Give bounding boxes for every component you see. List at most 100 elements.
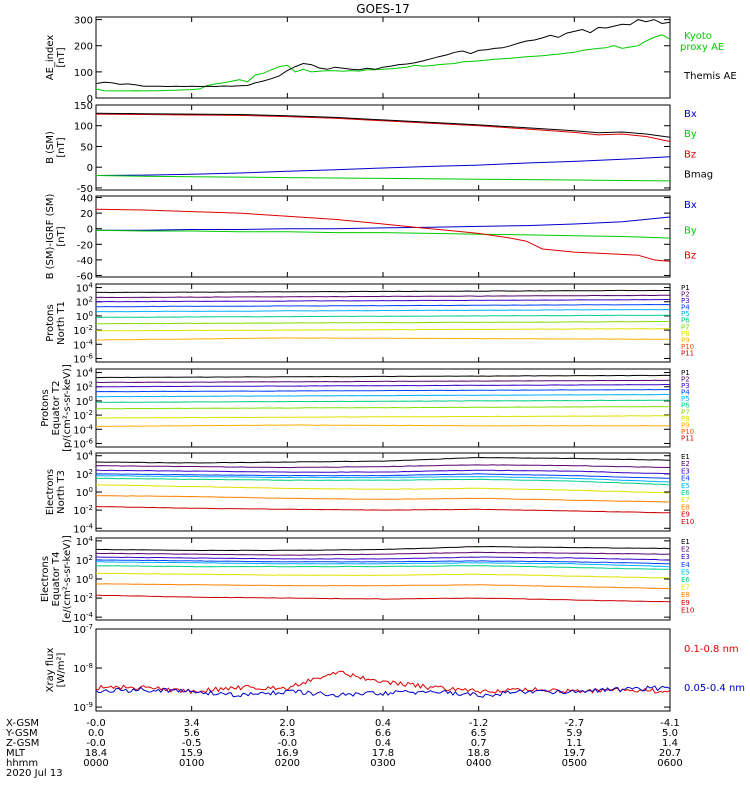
legend-entry: E8 bbox=[681, 591, 690, 599]
legend-entry: P4 bbox=[681, 389, 690, 397]
series-p3 bbox=[95, 299, 670, 303]
series-line bbox=[96, 561, 671, 568]
x-row-value: 1.4 bbox=[662, 738, 678, 749]
series-p3 bbox=[96, 384, 670, 388]
series-by bbox=[95, 229, 671, 239]
series-line bbox=[95, 572, 671, 579]
series-e3 bbox=[95, 556, 671, 561]
panel-e_equator: 10-4 10-2 100 102 104 Electrons Equator T4 [e/(… bbox=[40, 535, 694, 624]
series-line bbox=[95, 594, 671, 603]
series-by bbox=[95, 175, 671, 182]
series-line bbox=[96, 374, 671, 379]
legend-entry: P8 bbox=[681, 415, 690, 423]
y-axis-label: [nT] bbox=[56, 137, 67, 157]
series-line bbox=[95, 34, 671, 92]
series-line bbox=[95, 379, 671, 384]
series-line bbox=[96, 415, 670, 419]
series-kyoto-proxy-ae bbox=[95, 34, 671, 92]
y-tick-label: 0 bbox=[87, 163, 93, 174]
x-row-value: 18.4 bbox=[85, 748, 107, 759]
series-p2 bbox=[95, 379, 671, 384]
legend-entry: P11 bbox=[681, 349, 694, 357]
series-p7 bbox=[95, 321, 671, 325]
legend-entry: E3 bbox=[681, 553, 690, 561]
x-row-value: 5.0 bbox=[662, 728, 678, 739]
legend-entry: P5 bbox=[681, 310, 690, 318]
legend-entry: Bmag bbox=[684, 170, 713, 181]
series-0-1-0-8-nm bbox=[95, 670, 671, 695]
x-row-value: 6.5 bbox=[471, 728, 487, 739]
series-p9 bbox=[95, 337, 670, 341]
series-0-05-0-4-nm bbox=[95, 685, 671, 698]
legend-entry: E2 bbox=[681, 546, 690, 554]
legend-entry: E10 bbox=[681, 606, 694, 614]
series-e5 bbox=[95, 475, 671, 483]
legend-entry: P5 bbox=[681, 395, 690, 403]
legend-entry: E5 bbox=[681, 568, 690, 576]
series-line bbox=[95, 112, 671, 138]
x-row-value: 5.6 bbox=[184, 728, 200, 739]
series-e1 bbox=[95, 456, 671, 464]
legend-entry: P7 bbox=[681, 408, 690, 416]
legend-entry: P11 bbox=[681, 434, 694, 442]
series-e8 bbox=[95, 583, 671, 590]
series-e3 bbox=[95, 469, 671, 475]
legend-entry: Bz bbox=[684, 149, 696, 160]
y-tick-label: 10-4 bbox=[73, 338, 93, 351]
series-line bbox=[95, 388, 671, 393]
y-tick-label: -40 bbox=[77, 256, 93, 267]
legend-entry: Bx bbox=[684, 200, 697, 211]
x-row-value: 16.9 bbox=[276, 748, 298, 759]
y-axis-label: [nT] bbox=[56, 226, 67, 246]
series-line bbox=[95, 321, 671, 325]
x-row-label: hhmm bbox=[6, 758, 38, 769]
x-axis-table: X-GSM -0.0 3.4 2.0 0.4 -1.2 -2.7 -4.1 Y-GSM 0.0 5.… bbox=[5, 718, 683, 779]
legend-entry: E4 bbox=[681, 561, 690, 569]
series-line bbox=[95, 294, 670, 299]
x-row-label: Z-GSM bbox=[6, 738, 39, 749]
x-row-value: -0.0 bbox=[86, 718, 106, 729]
series-line bbox=[95, 175, 671, 182]
legend-entry: P10 bbox=[681, 343, 694, 351]
y-tick-label: 10-4 bbox=[73, 522, 93, 535]
legend-entry: P6 bbox=[681, 317, 690, 325]
x-row-value: -4.1 bbox=[660, 718, 680, 729]
date-label: 2020 Jul 13 bbox=[6, 768, 63, 779]
series-p5 bbox=[96, 393, 671, 398]
y-tick-label: 40 bbox=[80, 194, 93, 205]
series-line bbox=[95, 475, 671, 483]
legend-entry: E10 bbox=[681, 518, 694, 526]
panel-e_north: 10-4 10-2 100 102 104 Electrons North T3 E1E2E3… bbox=[45, 450, 694, 536]
y-tick-label: 10-2 bbox=[73, 592, 93, 605]
series-line bbox=[95, 156, 671, 176]
series-e2 bbox=[95, 464, 671, 469]
series-line bbox=[96, 314, 671, 318]
series-line bbox=[95, 337, 670, 341]
series-e4 bbox=[95, 559, 671, 565]
series-line bbox=[96, 399, 670, 403]
series-line bbox=[96, 328, 671, 332]
y-axis-label: Xray flux bbox=[45, 648, 56, 693]
x-row-value: 0100 bbox=[179, 758, 204, 769]
x-row-label: MLT bbox=[6, 748, 26, 759]
y-tick-label: 100 bbox=[74, 68, 93, 79]
series-line bbox=[95, 113, 671, 142]
y-tick-label: 10-8 bbox=[73, 662, 93, 675]
y-tick-label: 102 bbox=[76, 468, 93, 481]
y-tick-label: 102 bbox=[76, 296, 93, 309]
series-p8 bbox=[96, 328, 671, 332]
y-tick-label: 20 bbox=[80, 209, 93, 220]
y-axis-label: North T1 bbox=[56, 301, 67, 345]
legend-entry: By bbox=[684, 129, 697, 140]
x-row-value: 6.3 bbox=[279, 728, 295, 739]
y-tick-label: 10-7 bbox=[73, 623, 93, 636]
series-line bbox=[96, 384, 670, 388]
series-e8 bbox=[95, 495, 671, 503]
series-line bbox=[96, 303, 671, 308]
series-p9 bbox=[95, 424, 670, 427]
legend-entry: P3 bbox=[681, 382, 690, 390]
y-tick-label: 104 bbox=[76, 450, 94, 463]
